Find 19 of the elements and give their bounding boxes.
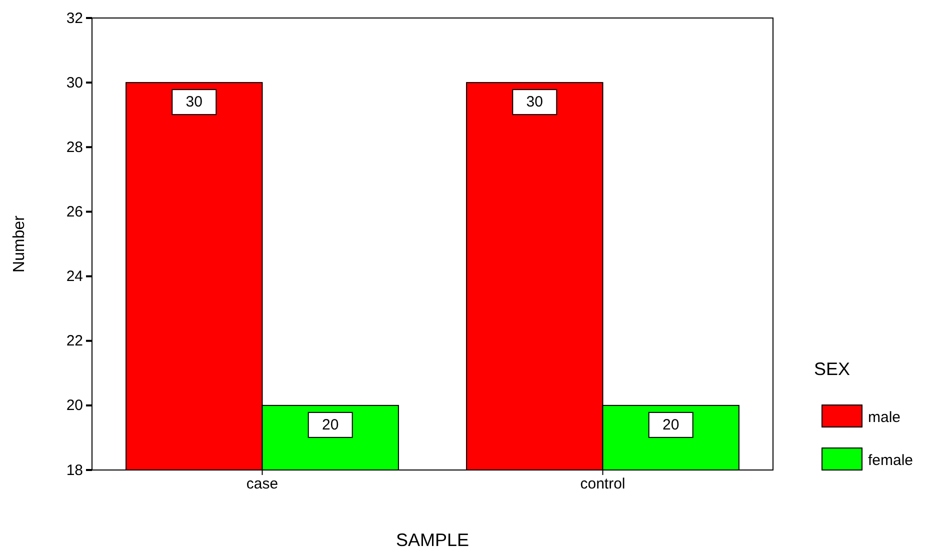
data-label: 30 <box>186 94 202 111</box>
y-axis-title: Number <box>11 214 28 272</box>
x-axis-title: SAMPLE <box>396 530 470 550</box>
data-label: 30 <box>526 94 543 111</box>
legend-label: female <box>868 452 914 469</box>
y-tick-label: 32 <box>66 10 83 27</box>
data-label: 20 <box>662 416 680 434</box>
y-tick-label: 30 <box>66 74 83 92</box>
y-tick-label: 26 <box>66 204 83 221</box>
x-tick-label: control <box>580 476 626 493</box>
data-label: 20 <box>322 416 339 434</box>
y-tick-label: 24 <box>66 268 83 286</box>
x-tick-label: case <box>246 476 278 493</box>
y-tick-label: 18 <box>66 462 83 479</box>
y-tick-label: 20 <box>66 397 83 414</box>
y-tick-label: 22 <box>66 332 83 350</box>
legend-label: male <box>868 409 901 426</box>
legend-title: SEX <box>814 359 850 379</box>
y-tick-label: 28 <box>66 138 83 156</box>
